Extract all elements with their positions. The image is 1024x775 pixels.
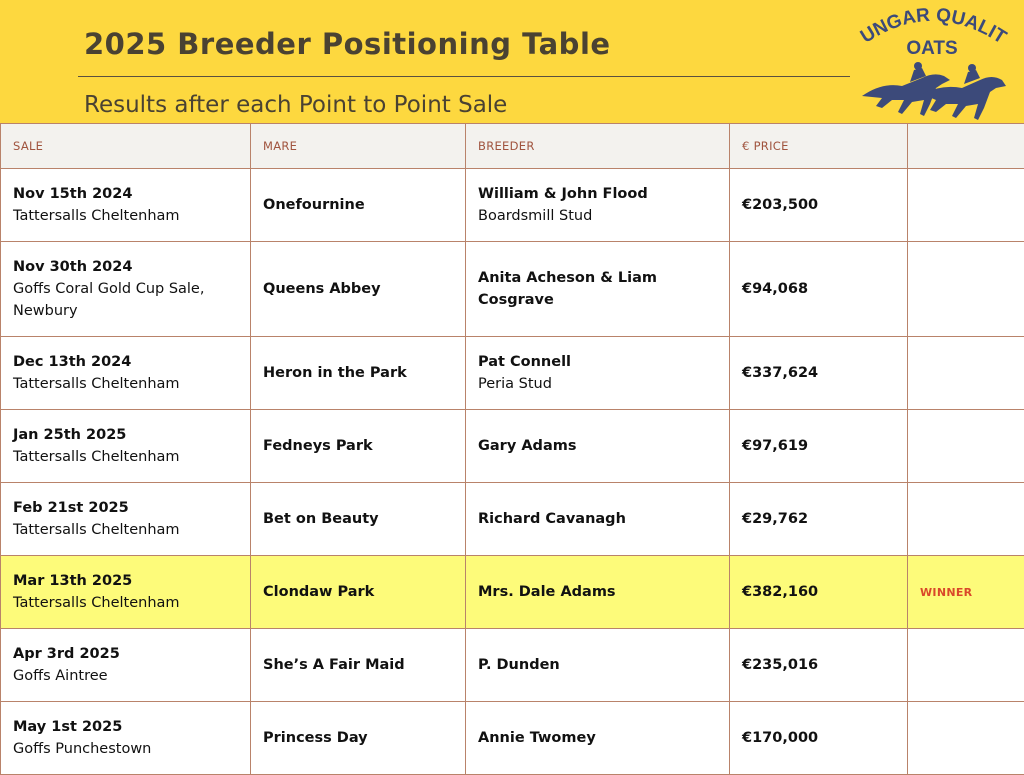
- table-header-row: SALE MARE BREEDER € PRICE: [1, 124, 1024, 169]
- title-divider: [78, 76, 850, 77]
- sale-date: May 1st 2025: [13, 716, 238, 738]
- sale-venue: Goffs Coral Gold Cup Sale, Newbury: [13, 278, 238, 322]
- breeder-cell: P. Dunden: [466, 629, 730, 702]
- mare-cell: Bet on Beauty: [251, 483, 466, 556]
- note-cell: [908, 702, 1024, 775]
- sale-venue: Tattersalls Cheltenham: [13, 592, 238, 614]
- breeder-name: Anita Acheson & Liam Cosgrave: [478, 267, 717, 311]
- sale-date: Mar 13th 2025: [13, 570, 238, 592]
- breeder-cell: Annie Twomey: [466, 702, 730, 775]
- price-cell: €235,016: [730, 629, 908, 702]
- mare-cell: Princess Day: [251, 702, 466, 775]
- breeder-name: Richard Cavanagh: [478, 508, 717, 530]
- page-header: 2025 Breeder Positioning Table Results a…: [0, 0, 1024, 124]
- price-cell: €97,619: [730, 410, 908, 483]
- breeder-name: P. Dunden: [478, 654, 717, 676]
- price-cell: €203,500: [730, 169, 908, 242]
- price-cell: €29,762: [730, 483, 908, 556]
- mare-cell: Heron in the Park: [251, 337, 466, 410]
- column-header-mare: MARE: [251, 124, 466, 169]
- sale-venue: Tattersalls Cheltenham: [13, 519, 238, 541]
- breeder-name: Mrs. Dale Adams: [478, 581, 717, 603]
- column-header-price: € PRICE: [730, 124, 908, 169]
- sale-date: Nov 30th 2024: [13, 256, 238, 278]
- mare-cell: She’s A Fair Maid: [251, 629, 466, 702]
- sale-venue: Tattersalls Cheltenham: [13, 373, 238, 395]
- sale-date: Nov 15th 2024: [13, 183, 238, 205]
- svg-text:OATS: OATS: [906, 38, 957, 59]
- breeder-cell: Anita Acheson & Liam Cosgrave: [466, 242, 730, 337]
- sale-venue: Tattersalls Cheltenham: [13, 446, 238, 468]
- sale-date: Feb 21st 2025: [13, 497, 238, 519]
- stud-name: Peria Stud: [478, 373, 717, 395]
- winner-badge: WINNER: [920, 586, 972, 599]
- sale-venue: Goffs Aintree: [13, 665, 238, 687]
- sale-date: Apr 3rd 2025: [13, 643, 238, 665]
- sale-venue: Goffs Punchestown: [13, 738, 238, 760]
- note-cell: [908, 410, 1024, 483]
- note-cell: [908, 483, 1024, 556]
- price-cell: €94,068: [730, 242, 908, 337]
- dungar-oats-logo: DUNGAR QUALITY OATS: [852, 4, 1012, 122]
- column-header-note: [908, 124, 1024, 169]
- note-cell: [908, 629, 1024, 702]
- mare-cell: Onefournine: [251, 169, 466, 242]
- breeder-name: Annie Twomey: [478, 727, 717, 749]
- sale-date: Jan 25th 2025: [13, 424, 238, 446]
- breeder-cell: Gary Adams: [466, 410, 730, 483]
- note-cell: [908, 242, 1024, 337]
- mare-cell: Fedneys Park: [251, 410, 466, 483]
- mare-cell: Queens Abbey: [251, 242, 466, 337]
- breeder-cell: Mrs. Dale Adams: [466, 556, 730, 629]
- breeder-name: Pat Connell: [478, 351, 717, 373]
- mare-cell: Clondaw Park: [251, 556, 466, 629]
- note-cell: [908, 169, 1024, 242]
- page-title: 2025 Breeder Positioning Table: [84, 27, 611, 61]
- sale-venue: Tattersalls Cheltenham: [13, 205, 238, 227]
- note-cell: WINNER: [908, 556, 1024, 629]
- price-cell: €337,624: [730, 337, 908, 410]
- breeder-cell: Richard Cavanagh: [466, 483, 730, 556]
- racehorses-icon: [862, 62, 1006, 120]
- breeder-name: Gary Adams: [478, 435, 717, 457]
- page-subtitle: Results after each Point to Point Sale: [84, 92, 507, 118]
- price-cell: €382,160: [730, 556, 908, 629]
- stud-name: Boardsmill Stud: [478, 205, 717, 227]
- note-cell: [908, 337, 1024, 410]
- column-header-breeder: BREEDER: [466, 124, 730, 169]
- breeder-name: William & John Flood: [478, 183, 717, 205]
- column-header-sale: SALE: [1, 124, 251, 169]
- price-cell: €170,000: [730, 702, 908, 775]
- sale-date: Dec 13th 2024: [13, 351, 238, 373]
